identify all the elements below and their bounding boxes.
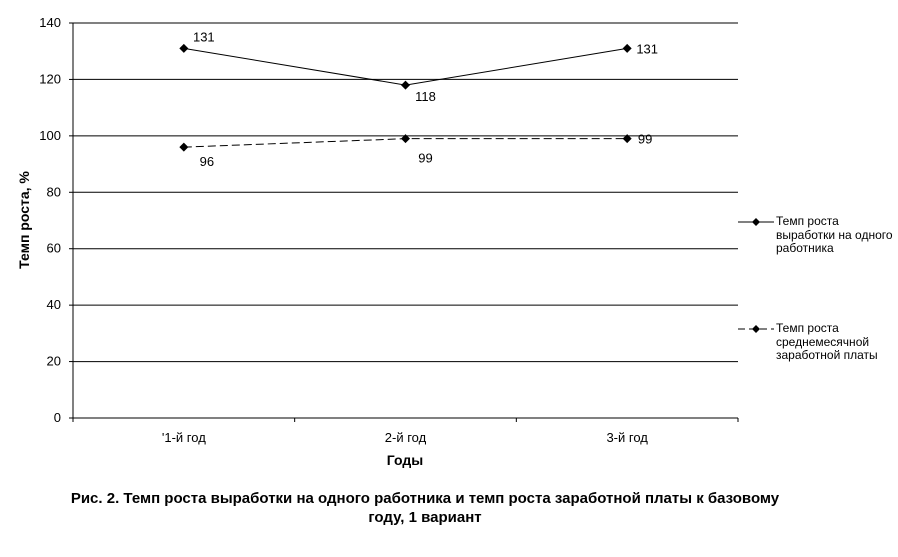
data-point-diamond: [179, 142, 189, 152]
line-chart: 0 20 40 60 80 100 120 140 '1-й год 2-й год 3-й го…: [16, 15, 739, 468]
legend-item-salary: Темп роста среднемесячной заработной пла…: [736, 321, 898, 363]
y-axis-title: Темп роста, %: [16, 171, 32, 269]
data-label: 131: [193, 29, 215, 44]
legend-label-output: Темп роста выработки на одного работника: [776, 214, 893, 255]
data-point-diamond: [401, 80, 410, 90]
y-tick-label: 60: [47, 241, 61, 256]
y-tick-label: 140: [39, 15, 61, 30]
x-tick-label: 3-й год: [606, 430, 648, 445]
data-label: 96: [200, 154, 214, 169]
y-tick-labels: 0 20 40 60 80 100 120 140: [39, 15, 61, 425]
x-tick-label: 2-й год: [385, 430, 427, 445]
x-tick-labels: '1-й год 2-й год 3-й год: [162, 430, 648, 445]
y-tick-label: 40: [47, 297, 61, 312]
data-point-diamond: [179, 43, 189, 53]
y-tick-label: 120: [39, 71, 61, 86]
y-tick-label: 100: [39, 128, 61, 143]
legend-item-output: Темп роста выработки на одного работника: [736, 214, 898, 256]
x-axis-title: Годы: [387, 452, 423, 468]
data-label: 99: [638, 132, 652, 147]
data-label: 99: [418, 151, 432, 166]
caption-line-2: году, 1 вариант: [368, 509, 482, 526]
legend-swatch-dashed-diamond-icon: [738, 325, 774, 333]
series-group: [179, 43, 632, 152]
figure-caption: Рис. 2. Темп роста выработки на одного р…: [60, 489, 790, 527]
y-tick-label: 0: [54, 410, 61, 425]
gridlines: [73, 22, 738, 363]
x-tick-label: '1-й год: [162, 430, 206, 445]
y-tick-label: 20: [47, 354, 61, 369]
data-label: 118: [415, 89, 436, 104]
legend-label-salary: Темп роста среднемесячной заработной пла…: [776, 321, 878, 362]
y-tick-label: 80: [47, 184, 61, 199]
data-point-diamond: [622, 134, 632, 144]
data-labels-group: 131 118 131 96 99 99: [193, 29, 658, 169]
data-point-diamond: [401, 134, 410, 144]
caption-line-1: Рис. 2. Темп роста выработки на одного р…: [70, 490, 780, 507]
legend-swatch-solid-diamond-icon: [738, 218, 774, 226]
axes: [69, 22, 739, 422]
data-point-diamond: [622, 43, 632, 53]
data-label: 131: [636, 41, 658, 56]
